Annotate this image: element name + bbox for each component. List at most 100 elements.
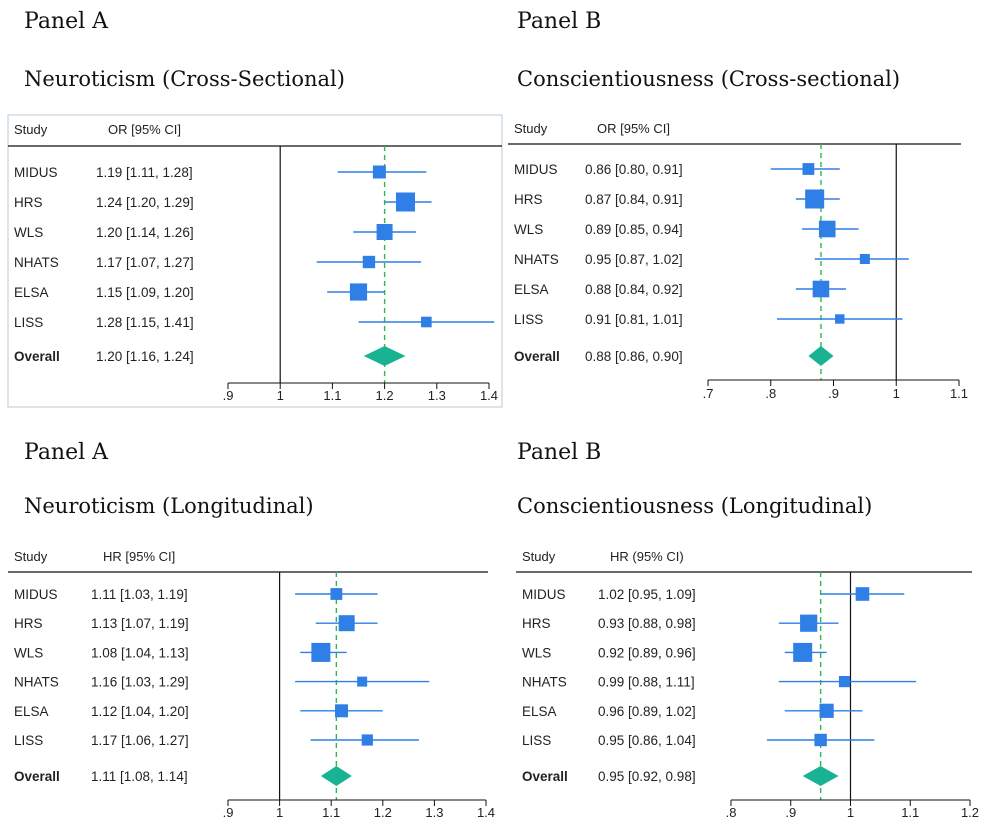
overall-name: Overall [14,349,60,364]
study-marker [838,676,851,688]
study-name: NHATS [514,252,559,267]
column-header-study: Study [14,549,48,564]
study-marker [335,704,349,718]
panel-label: Panel B [517,9,601,34]
x-tick-label: 1.4 [477,805,495,820]
study-name: NHATS [14,675,59,690]
study-estimate: 1.24 [1.20, 1.29] [96,195,194,210]
forest-panel-4: Panel B Conscientiousness (Longitudinal) S… [516,440,979,820]
study-name: HRS [514,192,543,207]
study-estimate: 1.20 [1.14, 1.26] [96,225,194,240]
x-tick-label: 1 [847,805,854,820]
column-header-effect: OR [95% CI] [108,122,181,137]
study-marker [812,280,830,298]
x-tick-label: .9 [785,805,796,820]
forest-panel-2: Panel B Conscientiousness (Cross-sectiona… [508,9,968,401]
x-tick-label: .9 [828,386,839,401]
study-marker [361,734,373,746]
study-marker [855,587,870,601]
study-name: MIDUS [14,587,58,602]
column-header-study: Study [14,122,48,137]
study-name: WLS [14,645,43,660]
column-header-effect: HR [95% CI] [103,549,175,564]
study-marker [819,703,834,718]
study-name: ELSA [14,704,49,719]
study-estimate: 1.08 [1.04, 1.13] [91,645,189,660]
overall-name: Overall [14,769,60,784]
study-marker [818,220,836,238]
study-estimate: 1.13 [1.07, 1.19] [91,616,189,631]
study-marker [357,676,368,687]
study-name: LISS [14,733,43,748]
study-estimate: 1.16 [1.03, 1.29] [91,675,189,690]
study-name: WLS [514,222,543,237]
study-marker [814,733,827,747]
x-tick-label: 1.3 [425,805,443,820]
column-header-study: Study [522,549,556,564]
study-estimate: 1.12 [1.04, 1.20] [91,704,189,719]
study-marker [859,254,870,264]
study-name: ELSA [14,285,49,300]
x-tick-label: 1.1 [323,388,341,403]
study-marker [802,163,815,175]
study-estimate: 0.89 [0.85, 0.94] [585,222,683,237]
study-name: ELSA [522,704,557,719]
study-name: WLS [14,225,43,240]
x-tick-label: 1.1 [950,386,968,401]
study-marker [805,189,825,209]
panel-title: Neuroticism (Cross-Sectional) [24,67,345,91]
study-marker [421,316,432,328]
study-marker [362,255,376,269]
overall-estimate: 1.20 [1.16, 1.24] [96,349,194,364]
study-name: WLS [522,645,551,660]
study-name: LISS [514,312,543,327]
study-estimate: 1.28 [1.15, 1.41] [96,315,194,330]
overall-name: Overall [514,349,560,364]
overall-estimate: 0.88 [0.86, 0.90] [585,349,683,364]
panel-label: Panel A [24,440,109,465]
x-tick-label: .9 [223,805,234,820]
panel-label: Panel A [24,9,109,34]
study-marker [376,224,393,240]
study-name: MIDUS [522,587,566,602]
x-tick-label: 1 [893,386,900,401]
study-marker [338,615,355,632]
study-estimate: 1.17 [1.07, 1.27] [96,255,194,270]
panel-title: Conscientiousness (Longitudinal) [517,494,872,518]
study-estimate: 1.19 [1.11, 1.28] [96,165,193,180]
x-tick-label: 1 [277,388,284,403]
study-estimate: 0.93 [0.88, 0.98] [598,616,696,631]
study-estimate: 1.11 [1.03, 1.19] [91,587,188,602]
study-marker [800,614,818,632]
x-tick-label: 1.3 [428,388,446,403]
study-estimate: 0.92 [0.89, 0.96] [598,645,696,660]
overall-diamond [320,766,352,786]
study-name: LISS [522,733,551,748]
forest-panel-1: Panel A Neuroticism (Cross-Sectional) Stud… [7,9,503,408]
x-tick-label: .7 [703,386,714,401]
study-marker [395,192,415,212]
study-estimate: 0.96 [0.89, 1.02] [598,704,696,719]
column-header-study: Study [514,121,548,136]
x-tick-label: 1.1 [322,805,340,820]
study-estimate: 0.95 [0.87, 1.02] [585,252,683,267]
study-estimate: 1.17 [1.06, 1.27] [91,733,189,748]
study-estimate: 0.88 [0.84, 0.92] [585,282,683,297]
panel-title: Neuroticism (Longitudinal) [24,494,314,518]
x-tick-label: 1.2 [961,805,979,820]
x-tick-label: 1 [276,805,283,820]
study-name: ELSA [514,282,549,297]
study-marker [793,642,813,662]
column-header-effect: OR [95% CI] [597,121,670,136]
study-estimate: 1.15 [1.09, 1.20] [96,285,194,300]
overall-estimate: 0.95 [0.92, 0.98] [598,769,696,784]
x-tick-label: .9 [223,388,234,403]
panel-title: Conscientiousness (Cross-sectional) [517,67,900,91]
x-tick-label: 1.4 [480,388,498,403]
study-marker [330,588,343,600]
study-name: NHATS [14,255,59,270]
panel-frame [7,114,503,408]
study-name: HRS [522,616,551,631]
study-name: MIDUS [14,165,58,180]
